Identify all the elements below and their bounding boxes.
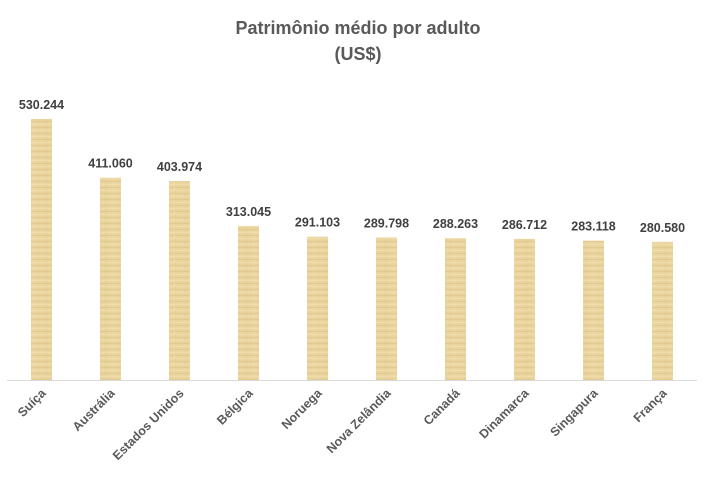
category-label-6: Canadá [421, 386, 463, 428]
bar-6 [445, 238, 466, 380]
bar-5 [376, 237, 397, 380]
category-label-7: Dinamarca [477, 385, 533, 441]
data-label-1: 411.060 [88, 157, 133, 171]
data-label-6: 288.263 [433, 217, 478, 231]
data-label-0: 530.244 [19, 98, 64, 112]
bar-8 [583, 240, 604, 380]
data-label-5: 289.798 [364, 216, 409, 230]
category-label-2: Estados Unidos [110, 386, 187, 463]
bar-9 [652, 241, 673, 380]
bar-3 [238, 225, 259, 380]
bar-2 [169, 181, 190, 380]
bar-7 [514, 238, 535, 380]
data-label-2: 403.974 [157, 160, 202, 174]
category-label-3: Bélgica [214, 385, 256, 427]
data-label-3: 313.045 [226, 205, 271, 219]
category-label-4: Noruega [279, 385, 325, 431]
category-label-1: Austrália [70, 385, 118, 433]
data-label-8: 283.118 [571, 220, 616, 234]
data-label-7: 286.712 [502, 218, 547, 232]
category-label-9: França [631, 385, 671, 425]
category-label-8: Singapura [547, 385, 601, 439]
category-label-5: Nova Zelândia [324, 385, 395, 456]
bar-0 [31, 119, 52, 380]
category-label-0: Suíça [15, 385, 49, 419]
bar-1 [100, 177, 121, 380]
chart-subtitle: (US$) [334, 44, 382, 64]
bar-4 [307, 236, 328, 380]
data-label-9: 280.580 [640, 221, 685, 235]
chart-title: Patrimônio médio por adulto [235, 18, 481, 38]
data-label-4: 291.103 [295, 216, 340, 230]
